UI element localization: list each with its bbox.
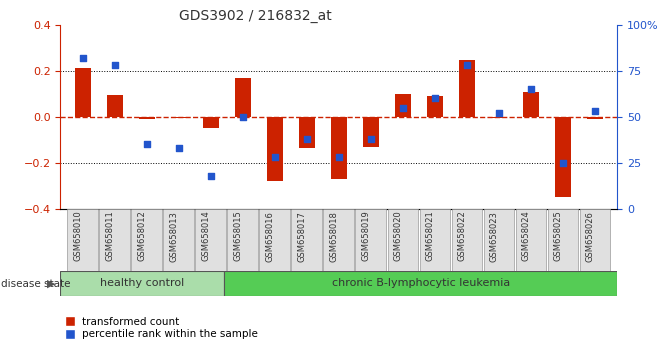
Bar — [580, 209, 611, 271]
Bar — [548, 209, 578, 271]
Bar — [260, 209, 290, 271]
Point — [301, 136, 312, 142]
Point — [77, 55, 88, 61]
Point — [270, 154, 280, 160]
Point — [238, 114, 248, 120]
Bar — [195, 209, 226, 271]
Point — [173, 145, 184, 151]
Bar — [452, 209, 482, 271]
Bar — [107, 95, 123, 117]
Text: GSM658020: GSM658020 — [394, 211, 403, 262]
Point — [142, 142, 152, 147]
Text: disease state: disease state — [1, 279, 71, 289]
Text: ▶: ▶ — [46, 279, 55, 289]
Text: GSM658018: GSM658018 — [330, 211, 339, 262]
Text: GSM658026: GSM658026 — [586, 211, 595, 262]
Legend: transformed count, percentile rank within the sample: transformed count, percentile rank withi… — [66, 317, 258, 339]
Text: GSM658016: GSM658016 — [266, 211, 275, 262]
Bar — [291, 209, 322, 271]
Text: GSM658025: GSM658025 — [554, 211, 563, 262]
Text: GSM658013: GSM658013 — [170, 211, 178, 262]
Text: GSM658021: GSM658021 — [426, 211, 435, 262]
Bar — [555, 117, 571, 198]
Bar — [74, 69, 91, 117]
Bar — [587, 117, 603, 119]
Bar — [388, 209, 418, 271]
Point — [525, 86, 536, 92]
Text: chronic B-lymphocytic leukemia: chronic B-lymphocytic leukemia — [331, 278, 510, 288]
Point — [494, 110, 505, 116]
Point — [558, 160, 568, 166]
Bar — [164, 209, 194, 271]
Bar — [67, 209, 98, 271]
Point — [205, 173, 216, 178]
Bar — [363, 117, 379, 147]
Bar — [515, 209, 546, 271]
Bar — [523, 92, 539, 117]
Text: GSM658023: GSM658023 — [490, 211, 499, 262]
Bar — [491, 117, 507, 118]
Bar — [139, 117, 155, 119]
Point — [366, 136, 376, 142]
Text: healthy control: healthy control — [100, 278, 185, 288]
Text: GSM658012: GSM658012 — [138, 211, 147, 262]
Point — [462, 62, 472, 68]
Bar — [60, 271, 224, 296]
Bar — [356, 209, 386, 271]
Point — [590, 108, 601, 114]
Text: GSM658015: GSM658015 — [234, 211, 243, 262]
Point — [397, 105, 408, 110]
Text: GSM658017: GSM658017 — [298, 211, 307, 262]
Point — [429, 96, 440, 101]
Text: GSM658010: GSM658010 — [74, 211, 83, 262]
Bar — [267, 117, 283, 181]
Text: GSM658014: GSM658014 — [202, 211, 211, 262]
Text: GSM658024: GSM658024 — [522, 211, 531, 262]
Bar — [484, 209, 514, 271]
Text: GSM658022: GSM658022 — [458, 211, 467, 262]
Bar — [395, 94, 411, 117]
Bar — [419, 209, 450, 271]
Bar — [235, 78, 251, 117]
Bar — [227, 209, 258, 271]
Bar — [171, 117, 187, 118]
Bar — [132, 209, 162, 271]
Bar — [459, 61, 475, 117]
Bar — [203, 117, 219, 129]
Point — [333, 154, 344, 160]
Text: GSM658019: GSM658019 — [362, 211, 371, 262]
Bar — [99, 209, 130, 271]
Bar — [323, 209, 354, 271]
Bar — [427, 96, 443, 117]
Bar — [224, 271, 617, 296]
Text: GSM658011: GSM658011 — [106, 211, 115, 262]
Point — [109, 62, 120, 68]
Bar — [299, 117, 315, 148]
Bar — [331, 117, 347, 179]
Text: GDS3902 / 216832_at: GDS3902 / 216832_at — [178, 9, 331, 23]
